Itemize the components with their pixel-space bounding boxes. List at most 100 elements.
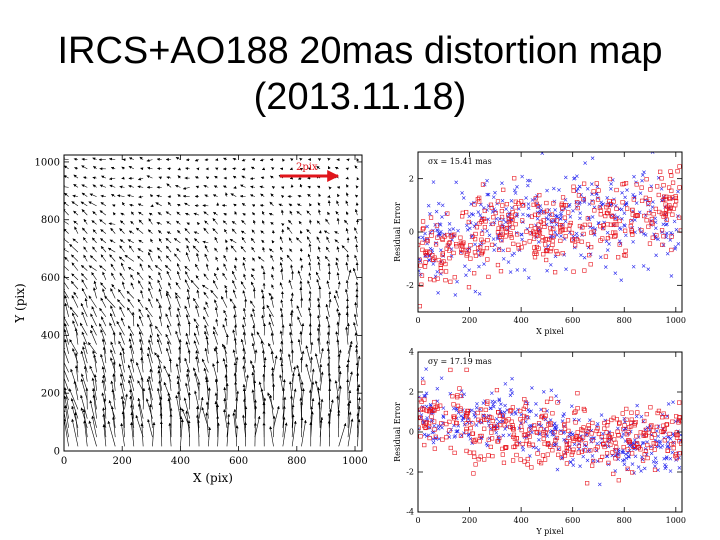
residual-x-point-square: [432, 278, 437, 283]
distortion-vector: [102, 346, 107, 364]
distortion-vector: [73, 380, 79, 401]
residual-x-point-cross: [425, 224, 429, 229]
distortion-vector: [291, 270, 295, 280]
distortion-vector: [74, 411, 79, 438]
distortion-vector: [334, 239, 339, 244]
distortion-vector: [327, 157, 331, 161]
slide-title: IRCS+AO188 20mas distortion map (2013.11…: [0, 28, 720, 120]
residual-x-point-cross: [509, 198, 514, 203]
residual-y-point-cross: [508, 393, 513, 398]
distortion-vector: [93, 354, 97, 373]
distortion-vector: [282, 396, 287, 419]
residual-y-point-cross: [654, 460, 659, 465]
residual-x-point-cross: [463, 264, 467, 269]
residual-x-point-square: [608, 234, 613, 239]
distortion-vector: [235, 390, 240, 410]
distortion-vector: [208, 426, 212, 447]
distortion-vector: [280, 340, 284, 354]
residual-x-point-square: [630, 232, 635, 237]
residual-x-point-square: [551, 226, 556, 231]
distortion-vector: [175, 282, 181, 290]
residual-y-point-cross: [626, 451, 631, 455]
residual-x-point-square: [499, 225, 504, 230]
residual-x-point-square: [489, 242, 495, 247]
distortion-vector: [101, 379, 107, 401]
distortion-vector: [301, 388, 305, 410]
distortion-vector: [185, 314, 191, 327]
residual-x-point-square: [596, 188, 601, 193]
residual-x-point-cross: [476, 248, 481, 253]
distortion-vector: [82, 227, 88, 234]
distortion-vector: [127, 298, 135, 308]
residual-x-point-square: [516, 242, 521, 247]
residual-x-point-cross: [501, 256, 506, 261]
distortion-vector: [193, 318, 200, 327]
residual-x-xtick-label: 600: [565, 316, 580, 325]
residual-y-point-cross: [656, 434, 661, 439]
distortion-vector: [148, 287, 153, 299]
residual-x-ylabel: Residual Error: [393, 202, 402, 262]
residual-x-point-square: [562, 215, 567, 220]
residual-y-point-cross: [671, 440, 676, 445]
distortion-vector: [101, 366, 107, 382]
residual-x-point-square: [438, 262, 443, 267]
residual-y-point-cross: [571, 463, 576, 468]
distortion-vector: [145, 398, 153, 419]
residual-x-point-square: [514, 232, 520, 237]
distortion-vector: [193, 212, 200, 216]
distortion-vector: [271, 186, 276, 190]
distortion-vector: [324, 256, 330, 262]
distortion-vector: [120, 395, 125, 419]
distortion-vector: [110, 263, 116, 271]
residual-x-point-square: [661, 234, 666, 239]
residual-x-point-cross: [661, 243, 666, 247]
distortion-vector: [279, 348, 284, 364]
residual-y-point-cross: [490, 391, 494, 396]
distortion-vector: [100, 229, 107, 234]
residual-x-point-square: [472, 271, 477, 276]
distortion-vector: [297, 194, 302, 198]
residual-x-point-square: [464, 253, 469, 258]
residual-y-point-cross: [528, 427, 533, 432]
distortion-vector: [210, 289, 218, 299]
residual-x-point-cross: [659, 187, 664, 191]
residual-x-point-cross: [609, 213, 614, 218]
distortion-vector: [119, 185, 125, 189]
distortion-vector: [111, 389, 116, 410]
distortion-vector: [92, 229, 97, 234]
distortion-vector: [120, 212, 125, 216]
distortion-vector: [301, 323, 305, 336]
residual-y-point-cross: [454, 429, 459, 434]
distortion-vector: [64, 192, 69, 197]
distortion-vector: [88, 342, 97, 355]
residual-x-point-square: [570, 238, 575, 243]
residual-x-point-square: [428, 277, 433, 282]
residual-y-point-cross: [499, 402, 503, 407]
distortion-vector: [279, 330, 284, 345]
residual-x-point-square: [598, 212, 603, 217]
residual-x-point-cross: [619, 207, 624, 212]
residual-x-point-cross: [455, 279, 459, 284]
residual-x-point-cross: [469, 235, 474, 239]
residual-x-point-cross: [506, 260, 511, 264]
residual-x-point-square: [460, 243, 465, 249]
distortion-vector: [204, 324, 209, 336]
residual-x-point-square: [549, 246, 554, 251]
distortion-vector: [252, 308, 256, 317]
residual-y-point-square: [582, 408, 587, 413]
distortion-vector: [174, 292, 181, 299]
distortion-vector: [195, 263, 200, 271]
residual-x-point-square: [531, 202, 536, 207]
residual-x-point-square: [434, 223, 440, 228]
residual-y-xtick-label: 0: [415, 516, 420, 525]
residual-x-point-square: [660, 242, 665, 247]
distortion-vector: [88, 420, 97, 447]
distortion-vector: [268, 212, 274, 216]
distortion-vector: [308, 290, 312, 299]
residual-x-point-square: [551, 201, 556, 206]
distortion-vector: [100, 238, 107, 244]
residual-x-point-cross: [435, 270, 440, 274]
distortion-vector: [347, 371, 353, 391]
residual-y-point-square: [482, 457, 487, 462]
residual-x-point-square: [507, 222, 513, 227]
